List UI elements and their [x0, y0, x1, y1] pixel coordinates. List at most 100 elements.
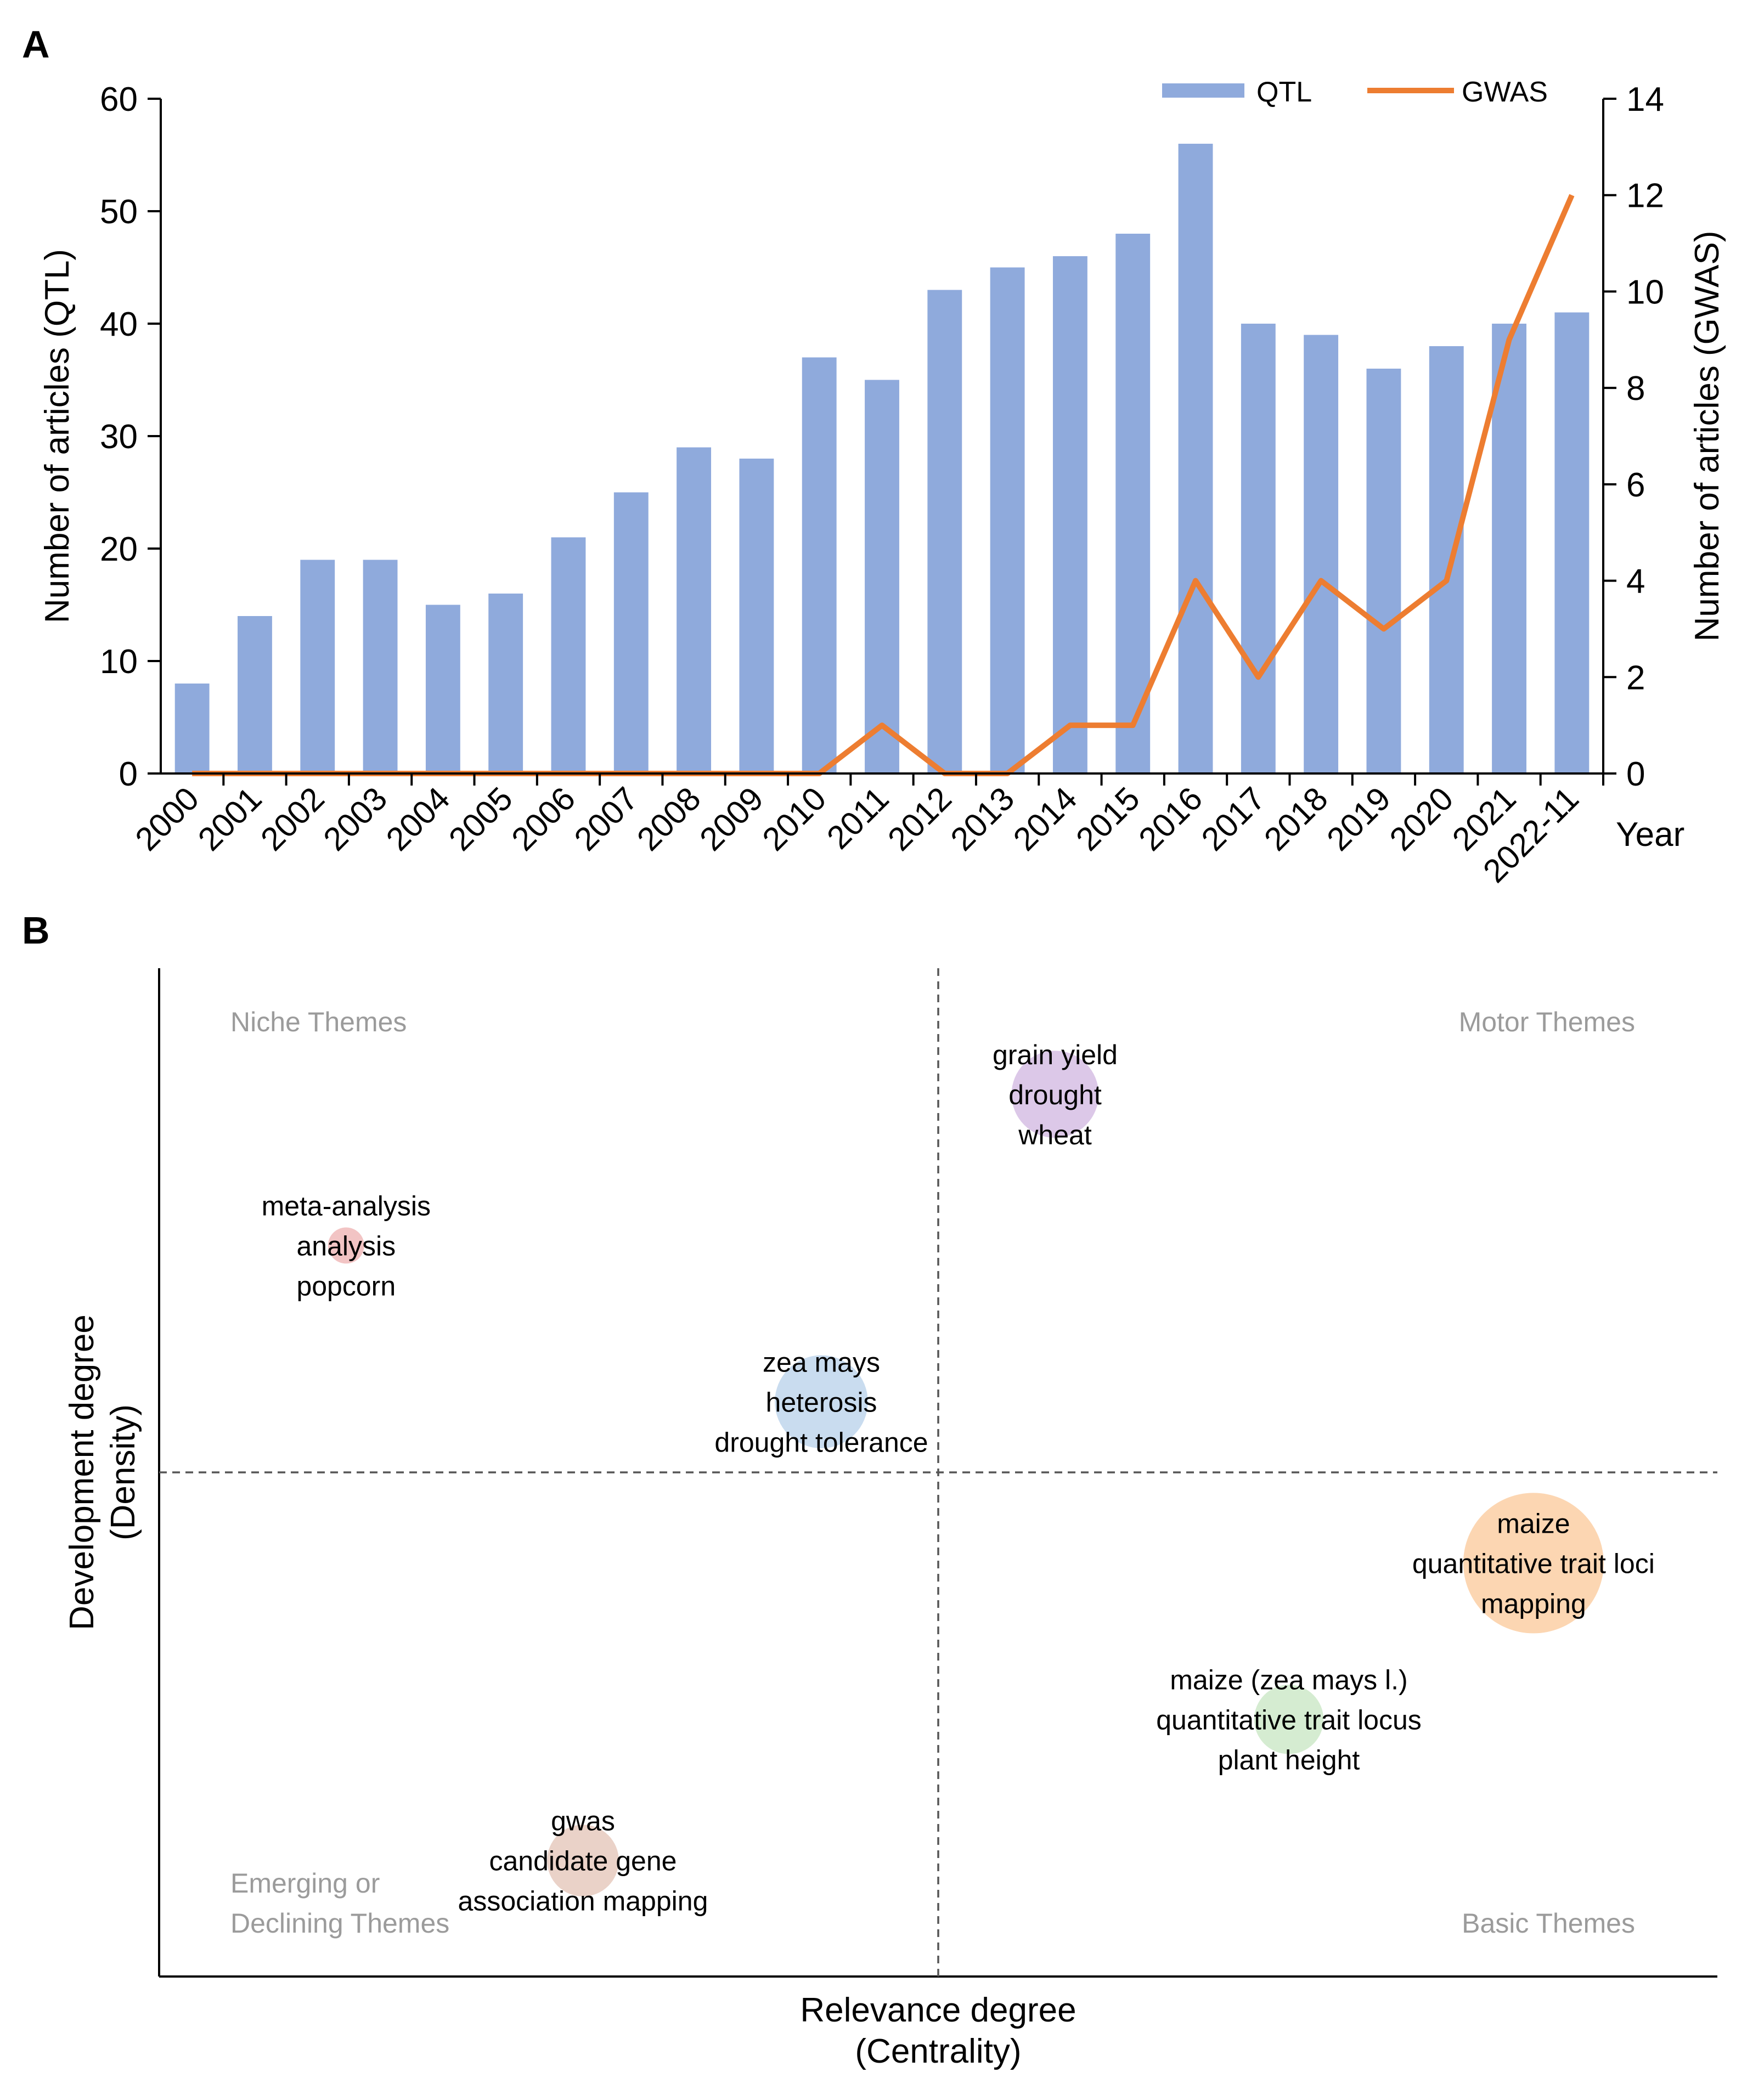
theme-label-1: wheat: [1018, 1120, 1092, 1150]
x-tick-label: 2008: [630, 780, 708, 858]
legend-label-gwas: GWAS: [1462, 76, 1548, 108]
y-tick-label-left: 30: [100, 418, 138, 456]
x-axis-label: Year: [1616, 816, 1684, 854]
qtl-bar-2006: [551, 537, 586, 773]
y-tick-label-right: 4: [1626, 563, 1645, 601]
y-tick-label-left: 50: [100, 193, 138, 231]
y-tick-label-left: 10: [100, 643, 138, 681]
x-tick-label: 2018: [1257, 780, 1335, 858]
x-tick-label: 2011: [820, 780, 896, 856]
x-tick-label: 2020: [1383, 780, 1461, 858]
qtl-bar-2011: [865, 380, 899, 773]
theme-label-2: analysis: [296, 1230, 396, 1261]
quadrant-label-emerging: Emerging or: [230, 1868, 380, 1899]
theme-label-1: drought: [1008, 1080, 1102, 1110]
theme-bubble-1: [1011, 1051, 1099, 1138]
b-x-axis-label: (Centrality): [855, 2032, 1021, 2070]
qtl-bar-2013: [990, 267, 1025, 773]
panel-label-b: B: [22, 909, 50, 952]
theme-label-3: heterosis: [766, 1387, 877, 1418]
theme-labels: grain yield drought wheat meta-analysis anal…: [262, 1040, 1655, 1917]
qtl-bar-2017: [1241, 324, 1276, 773]
b-y-axis-label: (Density): [104, 1404, 142, 1540]
theme-bubble-6: [547, 1825, 619, 1896]
theme-label-4: maize: [1497, 1508, 1570, 1539]
panel-b-axis-labels: Relevance degree(Centrality) Development …: [63, 1314, 1077, 2070]
theme-label-1: grain yield: [993, 1040, 1118, 1070]
qtl-bar-2004: [425, 605, 460, 773]
x-tick-label: 2003: [316, 780, 394, 858]
x-tick-label: 2010: [756, 780, 833, 858]
y-tick-label-left: 20: [100, 530, 138, 568]
theme-label-6: gwas: [551, 1806, 615, 1837]
qtl-bar-2022-11: [1554, 312, 1590, 773]
x-tick-label: 2005: [442, 780, 520, 858]
quadrant-label-niche: Niche Themes: [230, 1007, 407, 1037]
qtl-bar-2008: [677, 447, 712, 773]
qtl-bar-2003: [363, 560, 398, 773]
qtl-bar-2010: [802, 357, 837, 773]
theme-label-4: quantitative trait loci: [1412, 1548, 1655, 1579]
quadrant-label-emerging: Declining Themes: [230, 1908, 449, 1939]
y-tick-label-right: 2: [1626, 659, 1645, 697]
qtl-bar-2005: [488, 594, 523, 773]
y-axis-label-right: Number of articles (GWAS): [1688, 231, 1726, 642]
y-tick-label-right: 12: [1626, 177, 1664, 215]
x-tick-label: 2013: [944, 780, 1022, 858]
qtl-bar-2018: [1304, 335, 1339, 773]
quadrant-label-basic: Basic Themes: [1462, 1908, 1635, 1939]
x-tick-label: 2017: [1194, 780, 1272, 858]
qtl-bar-2021: [1492, 324, 1526, 773]
theme-label-5: plant height: [1218, 1744, 1360, 1775]
y-tick-label-right: 6: [1626, 466, 1645, 504]
y-tick-label-left: 60: [100, 81, 138, 118]
qtl-bar-2001: [238, 616, 272, 773]
x-tick-label: 2016: [1131, 780, 1209, 858]
b-x-axis-label: Relevance degree: [800, 1991, 1076, 2029]
quadrant-label-motor: Motor Themes: [1459, 1007, 1635, 1037]
theme-label-2: popcorn: [296, 1270, 396, 1301]
theme-bubble-4: [1463, 1493, 1604, 1634]
y-tick-label-right: 8: [1626, 370, 1645, 408]
qtl-bar-2019: [1366, 369, 1401, 773]
theme-label-4: mapping: [1481, 1588, 1586, 1619]
x-tick-label: 2002: [253, 780, 331, 858]
legend-label-qtl: QTL: [1256, 76, 1312, 108]
panel-b-axes: [158, 968, 1717, 1978]
qtl-bars: [174, 144, 1590, 773]
theme-label-5: quantitative trait locus: [1156, 1704, 1422, 1735]
panel-b-chart: Niche Themes Motor Themes Emerging or Decli…: [63, 968, 1717, 2070]
x-tick-label: 2004: [379, 780, 457, 858]
qtl-bar-2014: [1052, 256, 1087, 773]
theme-label-3: drought tolerance: [714, 1427, 928, 1458]
y-tick-label-right: 0: [1626, 755, 1645, 793]
qtl-bar-2007: [613, 492, 649, 773]
x-tick-label: 2001: [191, 780, 269, 858]
qtl-bar-2002: [300, 560, 335, 773]
y-tick-label-left: 0: [119, 755, 138, 793]
theme-label-3: zea mays: [763, 1347, 880, 1377]
theme-bubbles: [328, 1051, 1604, 1896]
qtl-bar-2012: [927, 290, 962, 773]
qtl-bar-2015: [1115, 234, 1151, 773]
x-tick-label: 2009: [692, 780, 770, 858]
theme-label-5: maize (zea mays l.): [1170, 1664, 1407, 1695]
panel-a-chart: 0 10 20 30 40 50 60 0 2 4 6 8 10 12 14 2000200120022003…: [38, 76, 1726, 890]
x-tick-label: 2000: [128, 780, 206, 858]
panel-label-a: A: [22, 23, 50, 66]
x-tick-label: 2007: [567, 780, 645, 858]
theme-bubble-3: [775, 1355, 868, 1449]
y-tick-label-right: 14: [1626, 81, 1664, 118]
qtl-bar-2020: [1429, 346, 1464, 773]
qtl-bar-2016: [1178, 144, 1213, 773]
x-tick-label: 2006: [504, 780, 582, 858]
b-y-axis-label: Development degree: [63, 1314, 101, 1630]
theme-bubble-2: [328, 1227, 364, 1264]
y-axis-label-left: Number of articles (QTL): [38, 249, 76, 623]
y-tick-label-right: 10: [1626, 273, 1664, 311]
x-tick-label: 2012: [881, 780, 959, 858]
x-tick-label: 2014: [1006, 780, 1084, 858]
legend-swatch-qtl: [1162, 83, 1244, 98]
qtl-bar-2000: [174, 684, 210, 773]
